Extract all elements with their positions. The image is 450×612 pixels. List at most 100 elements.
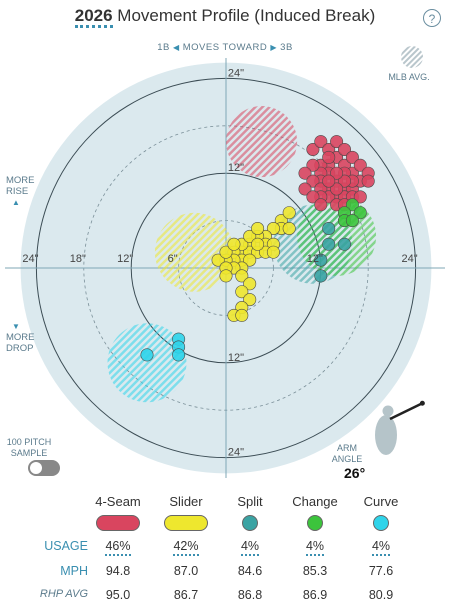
point-4-seam[interactable]	[330, 166, 344, 180]
pitch-toggle-slider[interactable]	[164, 515, 208, 531]
stat-cell-usage: 46%	[83, 539, 153, 556]
point-4-seam[interactable]	[353, 158, 367, 172]
pitch-toggle-change[interactable]	[307, 515, 323, 531]
pitcher-head	[382, 405, 394, 417]
pitcher-figure	[375, 415, 397, 455]
stat-cell-usage: 4%	[346, 539, 416, 556]
rise-line-2: RISE	[6, 186, 29, 197]
point-slider[interactable]	[235, 285, 249, 299]
point-slider[interactable]	[219, 269, 233, 283]
stat-cell-mph: 84.6	[215, 564, 285, 578]
axis-label-left-24: 24"	[22, 253, 38, 265]
year-selector[interactable]: 2026	[74, 6, 113, 28]
point-slider[interactable]	[266, 222, 280, 236]
point-change[interactable]	[345, 198, 359, 212]
point-4-seam[interactable]	[330, 182, 344, 196]
rise-line-1: MORE	[6, 175, 35, 186]
pitch-toggle-4-seam[interactable]	[96, 515, 140, 531]
point-slider[interactable]	[282, 222, 296, 236]
point-4-seam[interactable]	[306, 158, 320, 172]
point-slider[interactable]	[227, 237, 241, 251]
stat-cell-rhp-avg: 80.9	[346, 588, 416, 602]
axis-label-bottom-24: 24"	[228, 447, 244, 459]
row-label-rhp-avg: RHP AVG	[39, 588, 88, 600]
point-slider[interactable]	[243, 277, 257, 291]
arm-angle-value: 26°	[344, 465, 366, 481]
sample-label: 100 PITCH SAMPLE	[5, 437, 53, 459]
drop-line-1: MORE	[6, 332, 35, 343]
point-slider[interactable]	[266, 245, 280, 259]
point-4-seam[interactable]	[361, 174, 375, 188]
mlb-avg-icon	[401, 46, 423, 68]
point-4-seam[interactable]	[314, 198, 328, 212]
moves-left-label: 1B	[157, 42, 170, 53]
point-4-seam[interactable]	[306, 174, 320, 188]
help-icon[interactable]: ?	[423, 9, 441, 27]
sample-toggle[interactable]	[28, 460, 60, 476]
point-slider[interactable]	[243, 229, 257, 243]
point-slider[interactable]	[251, 237, 265, 251]
cell-value: 77.6	[368, 564, 394, 578]
point-4-seam[interactable]	[345, 150, 359, 164]
chart-title: 2026 Movement Profile (Induced Break)	[0, 6, 450, 28]
more-rise-label: MORE RISE ▲	[6, 175, 35, 208]
cell-value: 87.0	[173, 564, 199, 578]
point-slider[interactable]	[243, 253, 257, 267]
point-slider[interactable]	[211, 253, 225, 267]
point-split[interactable]	[314, 253, 328, 267]
arm-line-1: ARM	[337, 443, 357, 453]
point-4-seam[interactable]	[306, 143, 320, 157]
axis-label-top-12: 12"	[228, 162, 244, 174]
row-label-usage: USAGE	[44, 539, 88, 553]
cell-value: 86.9	[302, 588, 328, 602]
title-text: Movement Profile (Induced Break)	[112, 6, 376, 25]
point-change[interactable]	[345, 214, 359, 228]
cell-value: 42%	[173, 539, 199, 556]
point-slider[interactable]	[235, 308, 249, 322]
point-4-seam[interactable]	[337, 174, 351, 188]
point-4-seam[interactable]	[298, 182, 312, 196]
point-4-seam[interactable]	[322, 150, 336, 164]
point-slider[interactable]	[251, 222, 265, 236]
up-arrow-icon: ▲	[12, 198, 20, 207]
point-slider[interactable]	[219, 245, 233, 259]
cell-value: 85.3	[302, 564, 328, 578]
point-4-seam[interactable]	[337, 143, 351, 157]
point-split[interactable]	[322, 237, 336, 251]
point-split[interactable]	[314, 269, 328, 283]
point-split[interactable]	[322, 222, 336, 236]
cell-value: 4%	[305, 539, 325, 556]
point-4-seam[interactable]	[353, 190, 367, 204]
point-slider[interactable]	[235, 269, 249, 283]
cell-value: 95.0	[105, 588, 131, 602]
point-slider[interactable]	[282, 206, 296, 220]
point-4-seam[interactable]	[330, 135, 344, 149]
mlb-avg-label: MLB AVG.	[388, 72, 430, 82]
point-4-seam[interactable]	[306, 190, 320, 204]
stat-cell-mph: 87.0	[151, 564, 221, 578]
stat-cell-usage: 4%	[215, 539, 285, 556]
pitch-toggle-curve[interactable]	[373, 515, 389, 531]
point-4-seam[interactable]	[314, 135, 328, 149]
pitch-toggle-split[interactable]	[242, 515, 258, 531]
point-4-seam[interactable]	[322, 174, 336, 188]
point-curve[interactable]	[140, 348, 154, 362]
pitch-name-4-seam: 4-Seam	[95, 494, 141, 509]
cell-value: 86.7	[173, 588, 199, 602]
point-slider[interactable]	[243, 293, 257, 307]
sample-line-1: 100 PITCH	[6, 437, 52, 447]
down-arrow-icon: ▼	[12, 322, 20, 331]
axis-label-left-18: 18"	[70, 253, 86, 265]
pitch-name-curve: Curve	[363, 494, 399, 509]
axis-label-left-12: 12"	[117, 253, 133, 265]
point-curve[interactable]	[172, 348, 186, 362]
more-drop-label: ▼ MORE DROP	[6, 321, 35, 354]
cell-value: 46%	[105, 539, 131, 556]
point-split[interactable]	[337, 237, 351, 251]
row-label-mph: MPH	[60, 564, 88, 578]
point-change[interactable]	[353, 206, 367, 220]
axis-label-left-6: 6"	[168, 253, 178, 265]
axis-label-bottom-12: 12"	[228, 352, 244, 364]
point-4-seam[interactable]	[298, 166, 312, 180]
sample-line-2: SAMPLE	[10, 448, 48, 458]
